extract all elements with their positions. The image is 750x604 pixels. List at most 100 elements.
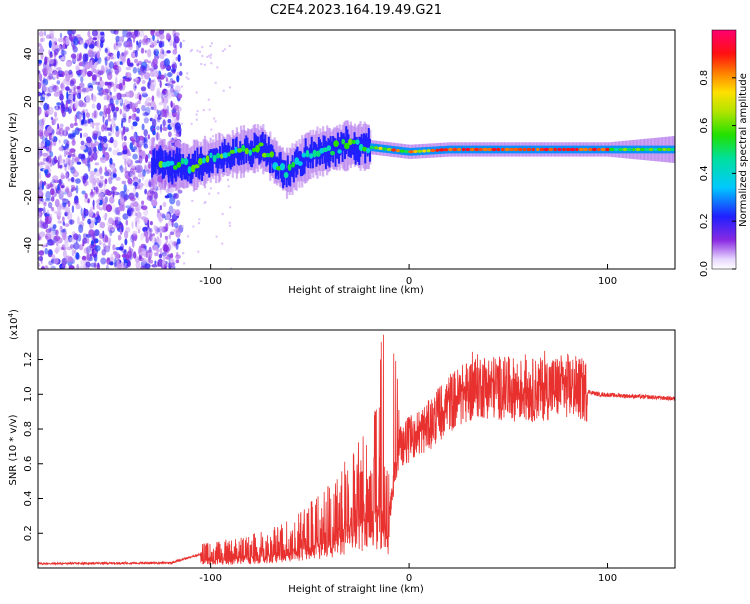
signal-mid: [348, 140, 351, 158]
noise-blob: [128, 170, 133, 178]
noise-blob: [135, 192, 139, 198]
noise-blob: [86, 160, 91, 168]
signal-mid: [280, 159, 283, 183]
noise-speck: [189, 50, 192, 53]
noise-blob: [78, 53, 82, 61]
noise-blob: [73, 122, 78, 126]
signal-core: [430, 148, 436, 153]
signal-mid: [346, 129, 349, 151]
signal-mid: [271, 145, 274, 174]
noise-blob: [100, 31, 105, 36]
noise-blob: [130, 210, 137, 217]
y-tick-label: 0.4: [23, 491, 34, 507]
signal-mid: [259, 135, 262, 163]
noise-blob: [76, 85, 81, 90]
noise-speck: [207, 98, 210, 101]
noise-blob: [120, 266, 126, 269]
noise-blob: [60, 174, 66, 180]
signal-mid: [152, 149, 155, 175]
noise-blob: [38, 59, 43, 64]
noise-speck: [199, 50, 201, 53]
noise-blob: [51, 37, 58, 44]
noise-blob: [41, 181, 44, 191]
noise-blob: [89, 174, 95, 184]
noise-blob: [141, 123, 145, 131]
noise-blob: [162, 119, 166, 127]
noise-blob: [94, 186, 99, 193]
y-tick-label: -40: [23, 237, 34, 253]
noise-blob: [74, 157, 80, 162]
x-tick-label: 100: [598, 276, 617, 287]
noise-blob: [126, 58, 131, 66]
signal-core: [422, 149, 427, 153]
signal-mid: [216, 149, 219, 174]
noise-blob: [170, 83, 174, 89]
noise-blob: [91, 93, 94, 101]
noise-blob: [38, 106, 42, 115]
noise-blob: [95, 81, 101, 85]
noise-blob: [96, 211, 100, 217]
noise-blob: [102, 146, 106, 155]
noise-blob: [81, 190, 86, 195]
noise-blob: [41, 67, 47, 73]
signal-mid: [284, 160, 287, 178]
signal-mid: [167, 154, 170, 183]
noise-blob: [92, 151, 98, 161]
noise-blob: [44, 265, 49, 269]
noise-blob: [149, 37, 153, 46]
signal-mid: [317, 137, 320, 160]
signal-core: [618, 147, 624, 152]
signal-mid: [158, 148, 161, 175]
signal-core: [469, 147, 475, 152]
noise-blob: [67, 133, 73, 138]
signal-mid: [302, 154, 305, 175]
noise-blob: [146, 169, 150, 175]
spectrogram-x-label: Height of straight line (km): [288, 285, 424, 296]
noise-blob: [135, 212, 138, 217]
noise-blob: [137, 164, 143, 173]
noise-blob: [50, 231, 55, 240]
signal-core: [588, 147, 593, 152]
signal-core: [287, 163, 292, 171]
noise-blob: [86, 136, 92, 144]
noise-blob: [141, 200, 145, 206]
noise-blob: [118, 36, 122, 42]
noise-blob: [105, 169, 112, 177]
noise-blob: [52, 70, 58, 80]
noise-blob: [138, 94, 142, 101]
noise-blob: [165, 188, 170, 193]
noise-blob: [95, 186, 98, 194]
noise-blob: [172, 49, 178, 55]
signal-mid: [195, 161, 198, 177]
noise-blob: [104, 178, 108, 185]
noise-blob: [113, 113, 117, 121]
noise-blob: [54, 199, 60, 208]
noise-speck: [183, 262, 186, 265]
signal-core: [333, 140, 339, 148]
noise-blob: [151, 136, 156, 143]
noise-blob: [122, 125, 126, 135]
noise-blob: [99, 221, 106, 229]
noise-blob: [171, 262, 176, 266]
noise-blob: [126, 128, 129, 132]
noise-blob: [42, 77, 46, 83]
signal-core: [341, 138, 346, 145]
noise-blob: [110, 123, 113, 133]
noise-blob: [65, 171, 68, 180]
snr-scale-note: (x104): [7, 309, 20, 340]
noise-blob: [75, 178, 81, 184]
signal-mid: [353, 132, 356, 161]
noise-blob: [140, 86, 147, 92]
noise-blob: [66, 211, 73, 221]
noise-blob: [162, 88, 168, 95]
colorbar-tick-label: 0.4: [699, 165, 710, 181]
signal-mid: [182, 154, 185, 175]
noise-blob: [48, 40, 52, 49]
noise-blob: [171, 64, 176, 69]
noise-blob: [82, 241, 85, 247]
noise-blob: [147, 134, 150, 140]
signal-core: [366, 147, 371, 154]
noise-blob: [108, 177, 112, 182]
noise-blob: [134, 49, 138, 58]
